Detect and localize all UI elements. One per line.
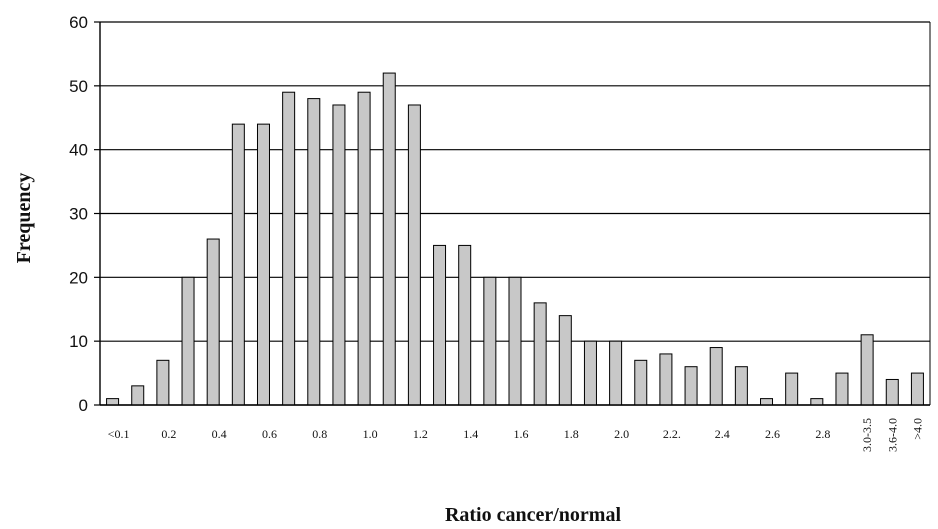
x-tick-label: 2.4: [715, 427, 730, 441]
bar: [206, 238, 220, 406]
x-tick-label: 2.8: [815, 427, 830, 441]
x-tick-label: 3.6-4.0: [885, 418, 899, 452]
y-axis-title: Frequency: [13, 173, 35, 264]
y-tick-label: 60: [69, 13, 88, 32]
x-axis-title: Ratio cancer/normal: [445, 504, 622, 526]
bar: [332, 104, 346, 406]
bars: [106, 72, 924, 406]
bar: [483, 276, 497, 406]
bar: [760, 398, 774, 406]
x-tick-label: 1.8: [564, 427, 579, 441]
x-tick-label: 1.4: [463, 427, 478, 441]
bar: [357, 91, 371, 406]
x-tick-label: >4.0: [910, 418, 924, 440]
x-tick-label: 2.0: [614, 427, 629, 441]
bar: [709, 347, 723, 406]
x-tick-label: 0.4: [212, 427, 227, 441]
x-tick-label: 2.2.: [663, 427, 681, 441]
x-tick-label: 1.2: [413, 427, 428, 441]
bar: [885, 378, 899, 406]
x-tick-label: 0.6: [262, 427, 277, 441]
x-tick-label: 0.8: [312, 427, 327, 441]
bar: [583, 340, 597, 406]
bar: [835, 372, 849, 406]
bar: [508, 276, 522, 406]
bar: [407, 104, 421, 406]
bar: [558, 315, 572, 406]
y-tick-label: 0: [79, 396, 88, 415]
bar: [609, 340, 623, 406]
bar: [307, 98, 321, 406]
bar: [181, 276, 195, 406]
bar: [131, 385, 145, 406]
bar: [533, 302, 547, 406]
bar: [282, 91, 296, 406]
x-tick-label: 2.6: [765, 427, 780, 441]
bar: [382, 72, 396, 406]
bar: [785, 372, 799, 406]
bar: [156, 359, 170, 406]
y-tick-label: 10: [69, 332, 88, 351]
bar: [810, 398, 824, 406]
bar: [256, 123, 270, 406]
x-tick-label: 0.2: [161, 427, 176, 441]
y-tick-label: 20: [69, 268, 88, 287]
x-tick-label: 1.6: [514, 427, 529, 441]
bar: [734, 366, 748, 406]
x-tick-labels: <0.1 0.2 0.4 0.6 0.8 1.0 1.2 1.4 1.6 1.8 2.0 2.2. 2.…: [108, 418, 925, 452]
y-tick-labels: 0 10 20 30 40 50 60: [69, 13, 100, 415]
x-tick-label: 1.0: [363, 427, 378, 441]
bar: [231, 123, 245, 406]
x-tick-label: 3.0-3.5: [860, 418, 874, 452]
y-tick-label: 40: [69, 141, 88, 160]
y-tick-label: 50: [69, 77, 88, 96]
bar: [433, 244, 447, 406]
bar: [106, 398, 120, 406]
bar: [910, 372, 924, 406]
bar: [684, 366, 698, 406]
bar: [634, 359, 648, 406]
bar: [458, 244, 472, 406]
x-tick-label: <0.1: [108, 427, 130, 441]
y-tick-label: 30: [69, 205, 88, 224]
bar: [659, 353, 673, 406]
bar: [860, 334, 874, 406]
